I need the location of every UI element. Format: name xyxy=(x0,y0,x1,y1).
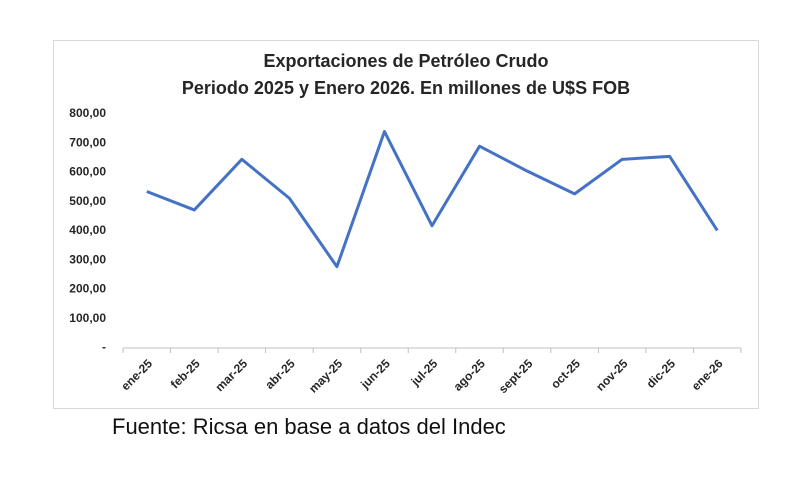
chart-title: Exportaciones de Petróleo Crudo xyxy=(263,51,548,71)
y-tick-label: 800,00 xyxy=(69,106,106,120)
y-tick-label: 200,00 xyxy=(69,282,106,296)
y-tick-label: 500,00 xyxy=(69,194,106,208)
y-tick-label: 400,00 xyxy=(69,223,106,237)
y-tick-label: 100,00 xyxy=(69,311,106,325)
y-tick-label: - xyxy=(102,340,106,354)
y-tick-label: 300,00 xyxy=(69,252,106,266)
source-note: Fuente: Ricsa en base a datos del Indec xyxy=(112,414,506,439)
y-tick-label: 700,00 xyxy=(69,135,106,149)
data-line xyxy=(146,130,719,269)
chart-subtitle: Periodo 2025 y Enero 2026. En millones d… xyxy=(182,78,630,98)
chart-frame xyxy=(53,40,759,409)
y-tick-label: 600,00 xyxy=(69,165,106,179)
